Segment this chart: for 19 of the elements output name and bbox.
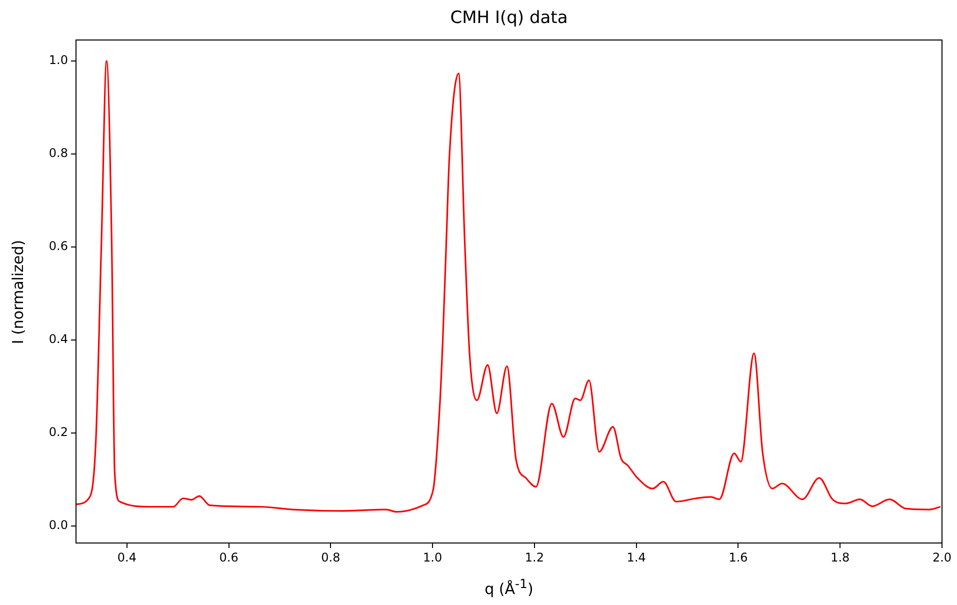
x-tick-label: 1.0 xyxy=(423,550,442,564)
x-tick-label: 2.0 xyxy=(932,550,952,564)
y-tick-label: 1.0 xyxy=(48,53,68,68)
y-tick-label: 0.4 xyxy=(48,332,68,346)
y-tick-label: 0.6 xyxy=(48,238,68,253)
y-axis-title: I (normalized) xyxy=(9,238,27,346)
x-tick-label: 0.6 xyxy=(219,550,238,564)
x-tick-label: 1.8 xyxy=(830,550,850,564)
x-tick-label: 0.8 xyxy=(321,550,340,564)
x-tick-label: 1.6 xyxy=(728,550,748,564)
chart-title: CMH I(q) data xyxy=(449,8,569,28)
y-tick-label: 0.2 xyxy=(48,424,68,439)
x-tick-label: 1.4 xyxy=(626,550,646,564)
line-series xyxy=(76,60,942,513)
y-tick-label: 0.8 xyxy=(48,146,68,160)
x-tick-label: 1.2 xyxy=(524,550,544,564)
x-tick-label: 0.4 xyxy=(117,550,136,564)
x-axis-title: q (Å$^{-1}$) xyxy=(484,576,534,598)
y-tick-label: 0.0 xyxy=(48,518,68,532)
